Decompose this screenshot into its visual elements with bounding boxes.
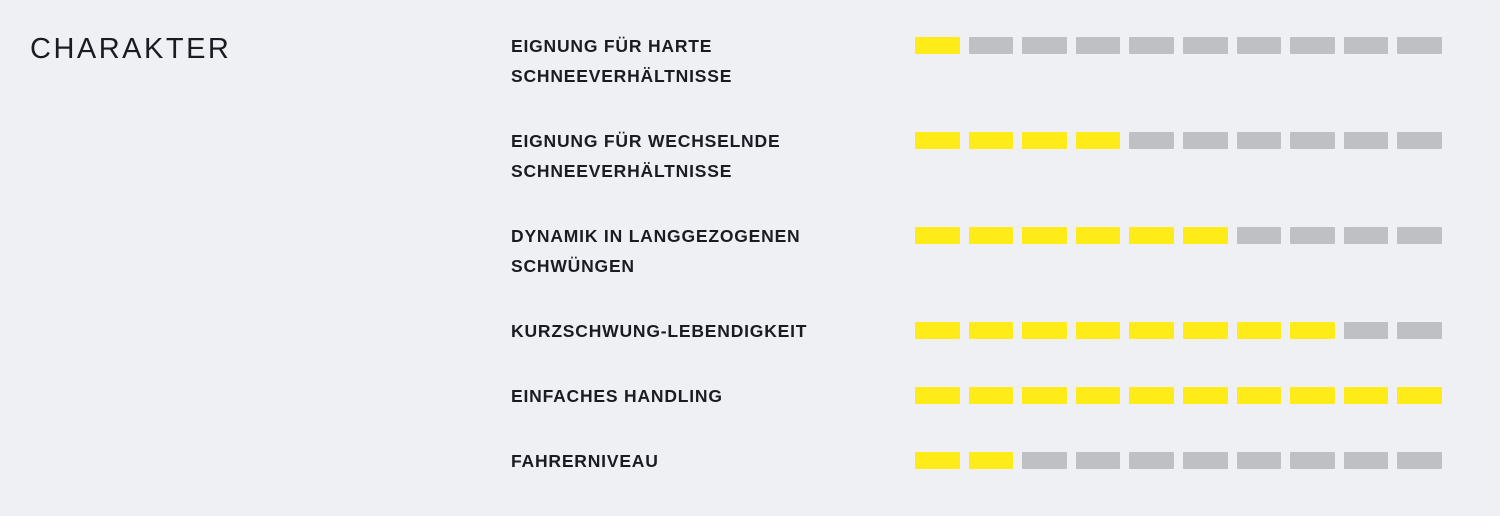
rating-segment-filled (1022, 227, 1067, 244)
rating-segment-filled (1075, 132, 1121, 149)
rating-label-line: SCHWÜNGEN (511, 256, 635, 276)
rating-segment-empty (1290, 452, 1335, 469)
rating-bar (915, 37, 1442, 54)
rating-label: DYNAMIK IN LANGGEZOGENEN SCHWÜNGEN (511, 221, 915, 281)
rating-segment-empty (1343, 227, 1389, 244)
rating-segment-filled (968, 387, 1014, 404)
rating-segment-empty (1397, 322, 1442, 339)
rating-segment-empty (1236, 452, 1282, 469)
rating-segment-filled (968, 132, 1014, 149)
rating-segment-filled (915, 37, 960, 54)
rating-bar (915, 227, 1442, 244)
rating-segment-empty (1343, 132, 1389, 149)
rating-segment-filled (1182, 322, 1228, 339)
rating-segment-empty (1022, 452, 1067, 469)
rating-segment-filled (915, 452, 960, 469)
rating-segment-filled (1182, 387, 1228, 404)
rating-label: KURZSCHWUNG-LEBENDIGKEIT (511, 316, 915, 346)
rating-segment-filled (1397, 387, 1442, 404)
rating-segment-filled (915, 132, 960, 149)
rating-row: EIGNUNG FÜR WECHSELNDE SCHNEEVERHÄLTNISSE (511, 126, 1500, 186)
rating-label-line: FAHRERNIVEAU (511, 451, 659, 471)
rating-segment-empty (1182, 37, 1228, 54)
rating-segment-empty (1290, 37, 1335, 54)
rating-segment-filled (968, 452, 1014, 469)
rating-segment-empty (1075, 37, 1121, 54)
title-column: CHARAKTER (30, 31, 511, 511)
rating-segment-filled (968, 322, 1014, 339)
rating-segment-empty (1397, 37, 1442, 54)
rating-segment-filled (1022, 322, 1067, 339)
rating-segment-filled (1022, 387, 1067, 404)
rating-segment-empty (1182, 132, 1228, 149)
rating-bar (915, 132, 1442, 149)
rating-segment-empty (1129, 452, 1174, 469)
rating-label: EIGNUNG FÜR HARTE SCHNEEVERHÄLTNISSE (511, 31, 915, 91)
rating-segment-filled (1075, 387, 1121, 404)
rating-segment-filled (1075, 227, 1121, 244)
rating-segment-filled (1236, 387, 1282, 404)
rating-rows: EIGNUNG FÜR HARTE SCHNEEVERHÄLTNISSE EIGN… (511, 31, 1500, 511)
rating-segment-filled (915, 387, 960, 404)
rating-segment-empty (1236, 37, 1282, 54)
rating-segment-empty (968, 37, 1014, 54)
rating-segment-filled (1022, 132, 1067, 149)
rating-segment-empty (1129, 37, 1174, 54)
rating-label: EIGNUNG FÜR WECHSELNDE SCHNEEVERHÄLTNISSE (511, 126, 915, 186)
rating-segment-filled (1290, 322, 1335, 339)
rating-segment-filled (915, 227, 960, 244)
rating-bar (915, 452, 1442, 469)
rating-label-line: SCHNEEVERHÄLTNISSE (511, 66, 733, 86)
rating-segment-filled (1343, 387, 1389, 404)
rating-segment-filled (1129, 322, 1174, 339)
section-title: CHARAKTER (30, 33, 232, 65)
rating-segment-empty (1022, 37, 1067, 54)
rating-bar (915, 322, 1442, 339)
rating-segment-empty (1290, 227, 1335, 244)
rating-segment-empty (1397, 132, 1442, 149)
rating-segment-empty (1129, 132, 1174, 149)
rating-label: EINFACHES HANDLING (511, 381, 915, 411)
rating-row: FAHRERNIVEAU (511, 446, 1500, 476)
rating-label: FAHRERNIVEAU (511, 446, 915, 476)
rating-segment-empty (1290, 132, 1335, 149)
rating-segment-empty (1343, 452, 1389, 469)
rating-label-line: SCHNEEVERHÄLTNISSE (511, 161, 733, 181)
rating-row: DYNAMIK IN LANGGEZOGENEN SCHWÜNGEN (511, 221, 1500, 281)
rating-row: EIGNUNG FÜR HARTE SCHNEEVERHÄLTNISSE (511, 31, 1500, 91)
rating-label-line: KURZSCHWUNG-LEBENDIGKEIT (511, 321, 808, 341)
rating-segment-filled (915, 322, 960, 339)
rating-label-line: EINFACHES HANDLING (511, 386, 723, 406)
rating-segment-filled (968, 227, 1014, 244)
rating-segment-filled (1129, 387, 1174, 404)
rating-segment-empty (1343, 37, 1389, 54)
rating-segment-empty (1075, 452, 1121, 469)
rating-label-line: EIGNUNG FÜR WECHSELNDE (511, 131, 781, 151)
rating-label-line: DYNAMIK IN LANGGEZOGENEN (511, 226, 801, 246)
rating-segment-empty (1182, 452, 1228, 469)
rating-segment-filled (1075, 322, 1121, 339)
rating-row: KURZSCHWUNG-LEBENDIGKEIT (511, 316, 1500, 346)
rating-segment-empty (1397, 227, 1442, 244)
rating-segment-filled (1290, 387, 1335, 404)
rating-segment-filled (1182, 227, 1228, 244)
rating-bar (915, 387, 1442, 404)
rating-row: EINFACHES HANDLING (511, 381, 1500, 411)
rating-segment-filled (1129, 227, 1174, 244)
rating-segment-empty (1236, 132, 1282, 149)
rating-segment-empty (1397, 452, 1442, 469)
rating-segment-filled (1236, 322, 1282, 339)
rating-segment-empty (1343, 322, 1389, 339)
rating-segment-empty (1236, 227, 1282, 244)
rating-label-line: EIGNUNG FÜR HARTE (511, 36, 713, 56)
